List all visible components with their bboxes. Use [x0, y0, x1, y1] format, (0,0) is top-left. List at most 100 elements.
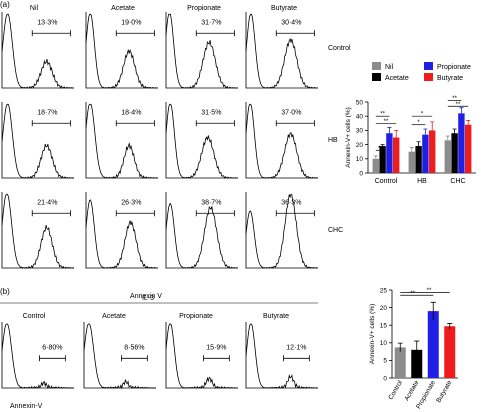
x-tick-label: Acetate	[403, 379, 420, 402]
col-label-butyrate: Butyrate	[263, 313, 289, 320]
legend-item-nil: Nil	[372, 62, 394, 71]
significance-marker: **	[380, 112, 385, 118]
legend-swatch	[424, 62, 433, 70]
bar-chc-propionate	[458, 113, 465, 173]
error-bar	[373, 155, 378, 159]
panel-a-histograms: (a) Nil Acetate Propionate Butyrate Cont…	[0, 0, 351, 300]
histogram-axes	[85, 12, 158, 89]
panel-a-label: (a)	[0, 0, 10, 9]
error-bar	[387, 127, 392, 134]
error-bar	[414, 340, 420, 359]
error-bar	[409, 147, 414, 152]
gate-percentage: 38·7%	[201, 199, 221, 206]
histogram-il3-control: 6·80%	[1, 322, 75, 390]
y-tick-label: 20	[356, 142, 364, 149]
col-label-control: Control	[23, 313, 46, 320]
significance-marker: **	[452, 96, 457, 102]
bar-hb-butyrate	[429, 130, 436, 173]
legend-label: Acetate	[385, 75, 409, 82]
gate-percentage: 18·7%	[37, 109, 57, 116]
error-bar	[466, 120, 471, 125]
legend-swatch	[372, 73, 381, 81]
y-tick-label: 0	[359, 170, 363, 177]
col-label-propionate: Propionate	[179, 313, 213, 320]
y-tick-label: 30	[356, 128, 364, 135]
significance-marker: **	[410, 291, 415, 297]
histogram-curve	[245, 13, 319, 89]
gate-percentage: 12·1%	[286, 344, 306, 351]
error-bar	[430, 301, 436, 320]
histogram-curve	[165, 203, 238, 269]
y-tick-label: 25	[380, 287, 388, 294]
y-tick-label: 20	[380, 305, 388, 312]
y-axis-label: Annexin-V+ cells (%)	[369, 304, 376, 365]
histogram-il3-butyrate: 12·1%	[245, 322, 318, 389]
legend-item-butyrate: Butyrate	[424, 73, 463, 82]
bar-chart-a: Nil Acetate Propionate Butyrate 0 10 20 30 40 50 A…	[345, 62, 476, 185]
x-tick-label: HB	[417, 178, 427, 185]
histogram-control-propionate: 31·7%	[165, 12, 239, 89]
histogram-curve	[165, 323, 239, 389]
histogram-axes	[85, 192, 158, 269]
gate-percentage: 21·4%	[37, 199, 57, 206]
histogram-axes	[1, 12, 74, 89]
histogram-axes	[165, 322, 238, 389]
gate-marker	[31, 120, 71, 127]
gate-marker	[283, 355, 310, 362]
bar-chc-butyrate	[465, 124, 472, 173]
legend-label: Nil	[385, 64, 394, 71]
significance-marker: **	[456, 102, 461, 108]
y-tick-label: 50	[356, 99, 364, 106]
histogram-curve	[85, 103, 159, 179]
gate-marker	[195, 210, 235, 217]
histogram-axes	[1, 102, 74, 179]
gate-marker	[115, 210, 155, 217]
histogram-axes	[245, 102, 318, 179]
error-bar	[445, 135, 450, 141]
bar-control-butyrate	[393, 137, 400, 173]
histogram-hb-butyrate: 37·0%	[245, 102, 319, 179]
histogram-control-nil: 13·3%	[1, 12, 75, 90]
bar-propionate	[427, 311, 439, 378]
row-label-control: Control	[328, 45, 351, 52]
x-axis-label-annexin-v-b: Annexin-V	[10, 403, 43, 410]
gate-percentage: 30·4%	[281, 19, 301, 26]
legend-swatch	[372, 62, 381, 70]
legend: Nil Acetate Propionate Butyrate	[372, 62, 471, 82]
histogram-curve	[165, 13, 239, 89]
error-bar	[459, 107, 464, 114]
bar-hb-nil	[408, 151, 415, 173]
significance-marker: **	[384, 119, 389, 125]
histogram-curve	[1, 193, 75, 269]
x-tick-label: Control	[375, 178, 398, 185]
bar-acetate	[411, 349, 423, 378]
x-tick-label: CHC	[450, 178, 465, 185]
histogram-axes	[1, 322, 74, 389]
bar-control-nil	[372, 158, 379, 173]
histogram-control-acetate: 19·0%	[85, 12, 158, 89]
histogram-curve	[1, 103, 74, 179]
gate-percentage: 15·9%	[206, 344, 226, 351]
y-tick-label: 40	[356, 114, 364, 121]
error-bar	[416, 141, 421, 147]
bar-control	[394, 347, 406, 378]
error-bar	[380, 144, 385, 147]
y-tick-label: 10	[380, 340, 388, 347]
histogram-axes	[165, 192, 238, 269]
gate-percentage: 18·4%	[121, 109, 141, 116]
col-label-acetate: Acetate	[111, 5, 135, 12]
legend-item-propionate: Propionate	[424, 62, 471, 71]
histogram-hb-nil: 18·7%	[1, 102, 74, 179]
histogram-curve	[1, 13, 75, 90]
histogram-axes	[83, 322, 156, 389]
gate-marker	[121, 355, 148, 362]
histogram-hb-propionate: 31·5%	[165, 102, 239, 179]
histogram-chc-butyrate: 36·3%	[245, 192, 319, 269]
bar-chart-b: 0 5 10 15 20 25 Annexin-V+ cells (%) Control Ace…	[369, 287, 458, 410]
gate-marker	[275, 120, 315, 127]
error-bar	[430, 121, 435, 131]
error-bar	[397, 342, 403, 352]
col-label-acetate: Acetate	[102, 313, 126, 320]
gate-marker	[275, 210, 315, 217]
